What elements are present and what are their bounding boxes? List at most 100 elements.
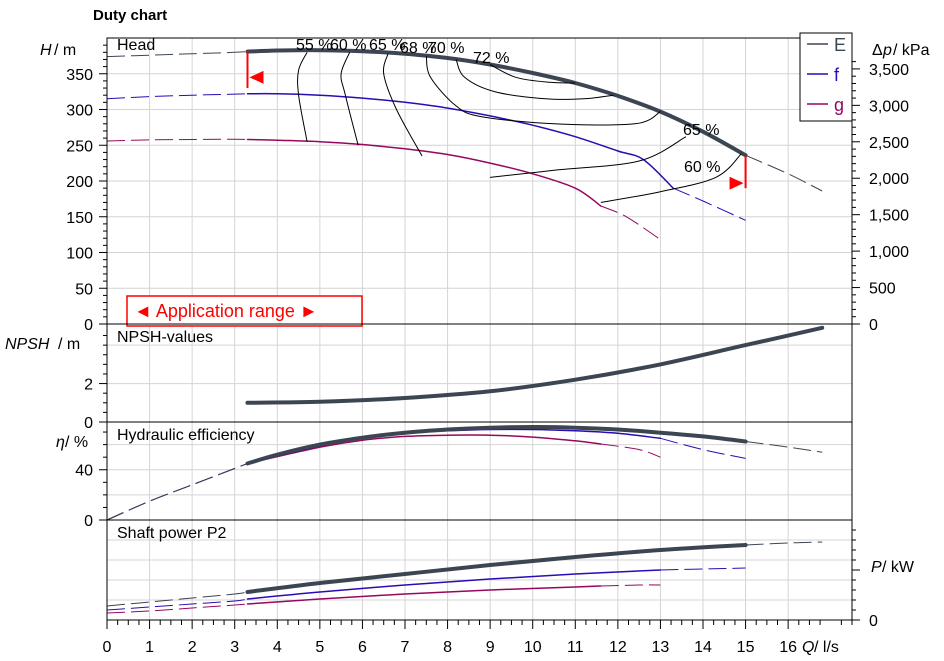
head-axis-unit: / m (54, 42, 76, 59)
y2-tick-label: 500 (869, 281, 896, 298)
x-tick-label: 7 (401, 639, 410, 656)
application-range: ◄ Application range ► (126, 295, 363, 327)
y-tick-label: 200 (66, 174, 93, 191)
dp-axis-unit: / kPa (893, 42, 930, 59)
y-tick-label: 0 (84, 415, 93, 432)
panel-labels: Head NPSH-values Hydraulic efficiency Shaft… (117, 37, 255, 542)
efficiency-contour (600, 153, 742, 203)
x-tick-label: 2 (188, 639, 197, 656)
head-axis-var: H (40, 42, 52, 59)
x-tick-label: 5 (315, 639, 324, 656)
curve-power-E-extension (745, 541, 823, 546)
y-tick-label: 350 (66, 67, 93, 84)
x-tick-label: 3 (230, 639, 239, 656)
efficiency-contour-label: 55 % (296, 37, 332, 54)
curve-power-f-extension (106, 598, 248, 611)
curve-power-E (245, 543, 748, 594)
curve-efficiency-g-extension (600, 443, 661, 458)
y-tick-label: 100 (66, 246, 93, 263)
efficiency-contour-label: 60 % (330, 37, 366, 54)
curve-efficiency-E (245, 424, 748, 466)
efficiency-contour (489, 64, 576, 84)
application-range-box (126, 295, 363, 327)
x-tick-label: 12 (609, 639, 627, 656)
y2-tick-label: 3,500 (869, 62, 909, 79)
x-tick-label: 13 (652, 639, 670, 656)
panel-frame-npsh (106, 323, 853, 423)
legend-box (799, 32, 853, 122)
curve-power-f-extension (660, 567, 746, 571)
efficiency-contour-label: 72 % (473, 50, 509, 67)
legend-label-g: g (834, 95, 844, 115)
y-tick-label: 40 (75, 463, 93, 480)
efficiency-contour (490, 136, 687, 178)
curve-head-E-extension (106, 51, 248, 58)
range-end-arrow (729, 176, 744, 190)
x-tick-label: 16 (779, 639, 797, 656)
axes: 0 1 2 3 4 5 6 7 8 9 10 11 12 13 14 15 16 Q / l/s050100150… (5, 42, 930, 656)
efficiency-contours: 55 %60 % 65 %68 %70 %72 %65 %60 % (296, 37, 742, 203)
curve-efficiency-f-extension (660, 437, 746, 459)
efficiency-contour-label: 60 % (684, 159, 720, 176)
efficiency-contour-label: 65 % (683, 122, 719, 139)
efficiency-contour (340, 52, 359, 146)
application-range-label: ◄ Application range ► (134, 301, 318, 321)
y2-tick-label: 0 (869, 613, 878, 630)
y2-tick-label: 1,500 (869, 208, 909, 225)
x-tick-label: 9 (486, 639, 495, 656)
dp-axis-var: p (882, 42, 892, 59)
curve-head-g-extension (106, 138, 248, 142)
x-tick-label: 14 (694, 639, 712, 656)
legend: Efg (799, 32, 853, 122)
power-axis-unit: / kW (882, 559, 915, 576)
x-tick-label: 10 (524, 639, 542, 656)
curve-head-f-extension (106, 93, 248, 100)
x-tick-label: 0 (103, 639, 112, 656)
efficiency-contour (382, 53, 423, 157)
legend-label-E: E (834, 35, 846, 55)
x-tick-label: 4 (273, 639, 282, 656)
curve-npsh-E (245, 325, 825, 405)
curve-head-g (246, 138, 602, 207)
curve-power-g (246, 585, 602, 605)
curve-head-E-extension (745, 154, 823, 192)
curve-efficiency-E-extension (745, 441, 823, 453)
curve-head-f-extension (673, 187, 746, 221)
efficiency-contour-label: 70 % (428, 40, 464, 57)
panel-label-efficiency: Hydraulic efficiency (117, 427, 255, 444)
dp-axis-delta: Δ (872, 42, 883, 59)
npsh-axis-unit: / m (58, 336, 80, 353)
efficiency-contour (297, 52, 308, 142)
y-tick-label: 250 (66, 138, 93, 155)
npsh-axis-var: NPSH (5, 336, 50, 353)
x-tick-label: 6 (358, 639, 367, 656)
x-tick-label: 15 (737, 639, 755, 656)
y2-tick-label: 2,000 (869, 171, 909, 188)
y2-tick-label: 1,000 (869, 244, 909, 261)
curve-head-f (246, 92, 674, 189)
grid (106, 38, 852, 620)
x-tick-label: 1 (145, 639, 154, 656)
power-axis-var: P (871, 559, 882, 576)
x-axis-var: Q (802, 639, 814, 656)
curve-efficiency-g (246, 434, 602, 465)
x-tick-label: 8 (443, 639, 452, 656)
panel-frames (106, 37, 853, 621)
x-tick-label: 11 (567, 639, 584, 656)
curve-head-g-extension (600, 205, 661, 241)
y-tick-label: 300 (66, 103, 93, 120)
efficiency-contour-label: 68 % (400, 40, 436, 57)
panel-label-head: Head (117, 37, 155, 54)
range-markers (246, 51, 747, 190)
y-tick-label: 0 (84, 317, 93, 334)
curve-efficiency-E-extension (106, 463, 248, 521)
eta-axis-var: η (56, 434, 65, 451)
y2-tick-label: 0 (869, 317, 878, 334)
efficiency-contour (425, 55, 661, 126)
panel-label-power: Shaft power P2 (117, 525, 227, 542)
panel-label-npsh: NPSH-values (117, 329, 213, 346)
curve-power-E-extension (106, 591, 248, 607)
curve-power-f (246, 569, 662, 600)
efficiency-contour (455, 59, 614, 100)
y-tick-label: 0 (84, 513, 93, 530)
